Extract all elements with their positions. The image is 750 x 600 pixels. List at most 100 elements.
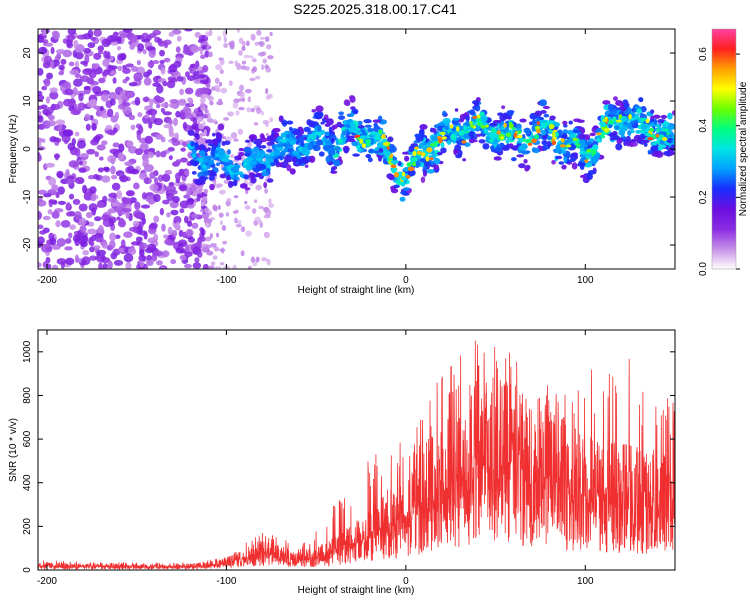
- spectrogram-cell: [109, 240, 116, 249]
- spectrogram-cell: [148, 121, 153, 129]
- spectrogram-cell: [238, 50, 243, 56]
- spectrogram-cell: [138, 125, 144, 134]
- spectrogram-cell: [260, 145, 267, 149]
- spectrogram-cell: [254, 41, 259, 46]
- spectrogram-cell: [147, 151, 154, 159]
- spectrogram-cell: [265, 209, 272, 217]
- spectrogram-cell: [170, 259, 177, 265]
- spectrogram-cell: [667, 124, 675, 131]
- spectrogram-cell: [166, 192, 175, 202]
- spectrogram-cell: [219, 69, 224, 75]
- spectrogram-cell: [69, 224, 76, 230]
- spectrogram-cell: [88, 70, 97, 79]
- spectrogram-cell: [235, 110, 240, 116]
- spectrogram-cell: [562, 120, 568, 126]
- spectrogram-cell: [194, 178, 203, 185]
- spectrogram-cell: [328, 147, 336, 153]
- spectrogram-cell: [202, 93, 209, 99]
- spectrogram-cell: [578, 138, 586, 145]
- spectrogram-cell: [221, 136, 227, 140]
- spectrogram-cell: [403, 187, 410, 192]
- spectrogram-cell: [129, 34, 138, 44]
- spectrogram-cell: [109, 148, 120, 155]
- spectrogram-cell: [184, 29, 193, 32]
- spectrogram-cell: [100, 93, 109, 102]
- spectrogram-cell: [265, 88, 269, 95]
- spectrogram-cell: [82, 250, 89, 256]
- spectrogram-cell: [69, 97, 76, 107]
- spectrogram-cell: [324, 131, 330, 137]
- spectrogram-cell: [367, 128, 375, 132]
- spectrogram-cell: [169, 99, 179, 104]
- spectrogram-cell: [501, 146, 510, 151]
- spectrogram-cell: [551, 159, 556, 165]
- spectrogram-cell: [268, 198, 272, 205]
- spectrogram-cell: [292, 129, 301, 136]
- spectrogram-cell: [149, 184, 159, 192]
- spectrogram-cell: [338, 111, 344, 116]
- spectrogram-cell: [376, 141, 384, 149]
- spectrogram-cell: [156, 103, 161, 109]
- spectrogram-cell: [572, 129, 581, 133]
- spectrogram-cell: [224, 162, 231, 166]
- colorbar: 0.0 0.2 0.4 0.6 Normalized spectral amplitu…: [698, 28, 749, 276]
- spectrogram-cell: [624, 110, 629, 116]
- spectrogram-cell: [81, 184, 88, 194]
- spectrogram-cell: [237, 128, 244, 135]
- spectrogram-cell: [89, 255, 97, 261]
- spectrogram-cell: [55, 191, 60, 199]
- snr-panel: -200 -100 0 100 0 200 400 600 800 1000 Height of…: [8, 329, 676, 596]
- spectrogram-cell: [501, 105, 506, 110]
- spectrogram-cell: [56, 170, 64, 179]
- spectrogram-cell: [111, 174, 118, 180]
- spectrogram-cell: [199, 227, 204, 233]
- spectrogram-cell: [65, 257, 75, 266]
- spectrogram-cell: [363, 118, 372, 124]
- spectrogram-cell: [117, 54, 126, 61]
- spectrogram-hotspot: [456, 126, 460, 132]
- spectrogram-cell: [148, 33, 157, 39]
- spectrogram-cell: [608, 123, 613, 129]
- spectrogram-cell: [240, 65, 247, 70]
- spectrogram-cell: [79, 75, 90, 82]
- x-tick-label: -100: [216, 576, 236, 587]
- spectrogram-cell: [94, 151, 99, 158]
- spectrogram-cell: [368, 148, 374, 153]
- spectrogram-hotspot: [608, 119, 614, 125]
- spectrogram-cell: [280, 134, 285, 138]
- spectrogram-cell: [493, 119, 502, 124]
- spectrogram-cell: [387, 136, 394, 143]
- spectrogram-cell: [208, 210, 212, 216]
- spectrogram-cell: [503, 128, 509, 133]
- spectrogram-cell: [247, 142, 253, 147]
- spectrogram-cell: [170, 78, 178, 83]
- spectrogram-cell: [493, 156, 502, 161]
- spectrogram-cell: [668, 133, 673, 138]
- spectrogram-cell: [87, 42, 96, 49]
- spectrogram-cell: [219, 220, 223, 226]
- spectrogram-cell: [264, 155, 273, 160]
- spectrogram-cell: [614, 125, 620, 130]
- spectrogram-cell: [175, 247, 181, 252]
- spectrogram-cell: [109, 98, 116, 106]
- spectrogram-cell: [89, 186, 97, 194]
- spectrogram-cell: [226, 175, 231, 181]
- spectrogram-cell: [180, 147, 186, 152]
- spectrogram-cell: [309, 155, 316, 163]
- spectrogram-cell: [615, 100, 623, 106]
- spectrogram-cell: [205, 109, 209, 114]
- spectrogram-cell: [482, 143, 490, 150]
- spectrogram-hotspot: [391, 167, 397, 174]
- spectrogram-cell: [121, 208, 132, 213]
- spectrogram-hotspot: [476, 114, 481, 119]
- spectrogram-cell: [357, 120, 363, 126]
- spectrogram-cell: [238, 37, 244, 45]
- spectrogram-cell: [189, 63, 196, 69]
- spectrogram-cell: [655, 150, 664, 158]
- spectrogram-cell: [607, 103, 614, 111]
- spectrogram-cell: [506, 115, 512, 120]
- spectrogram-cell: [57, 186, 65, 195]
- spectrogram-cell: [112, 77, 117, 84]
- spectrogram-cell: [259, 36, 266, 40]
- y-tick-label: 20: [22, 47, 33, 59]
